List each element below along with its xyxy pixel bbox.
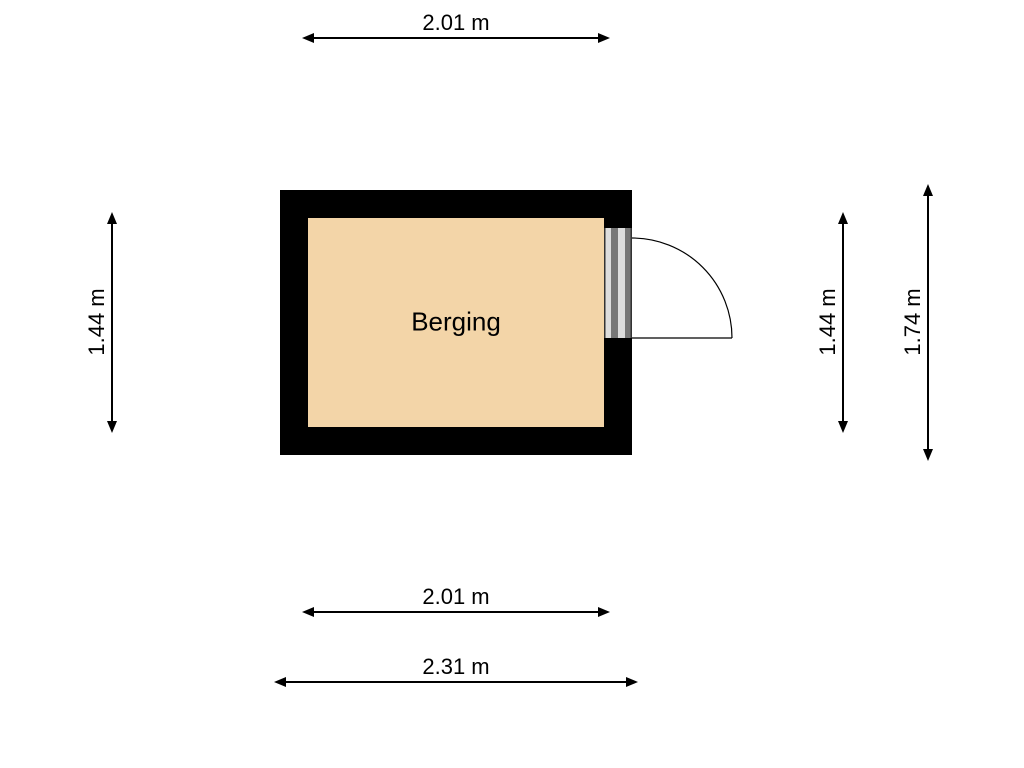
top-inner-width-label: 2.01 m [422, 10, 489, 35]
floor-plan: Berging 2.01 m 2.01 m 2.31 m 1.44 m 1.44 m 1.7… [0, 0, 1024, 768]
left-inner-height-label: 1.44 m [84, 288, 109, 355]
room-label: Berging [411, 307, 501, 337]
bottom-inner-width-label: 2.01 m [422, 584, 489, 609]
left-inner-height: 1.44 m [84, 218, 112, 427]
door-swing-arc [632, 238, 732, 338]
bottom-inner-width: 2.01 m [308, 584, 604, 612]
right-outer-height: 1.74 m [900, 190, 928, 455]
top-inner-width: 2.01 m [308, 10, 604, 38]
bottom-outer-width-label: 2.31 m [422, 654, 489, 679]
right-outer-height-label: 1.74 m [900, 288, 925, 355]
door-jambs [604, 228, 632, 338]
right-inner-height: 1.44 m [815, 218, 843, 427]
bottom-outer-width: 2.31 m [280, 654, 632, 682]
right-inner-height-label: 1.44 m [815, 288, 840, 355]
